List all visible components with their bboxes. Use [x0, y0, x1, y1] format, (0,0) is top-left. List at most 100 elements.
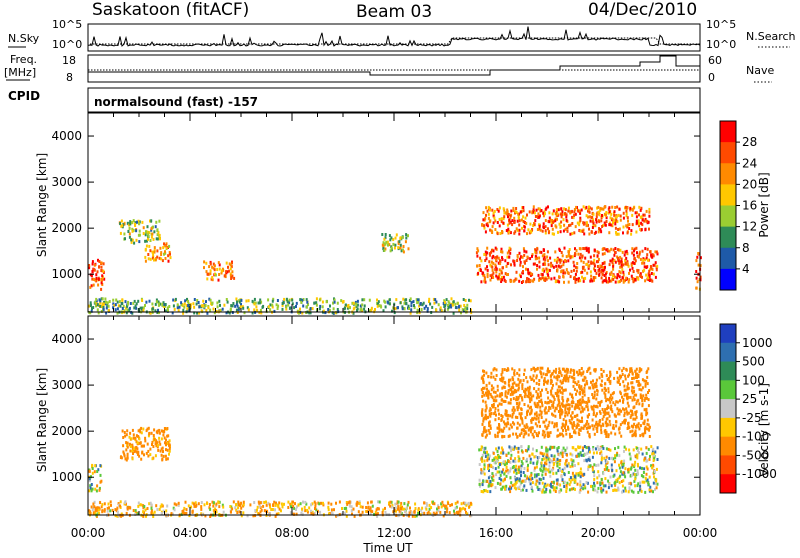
scatter-cell: [579, 471, 582, 474]
scatter-cell: [655, 478, 658, 482]
scatter-cell: [514, 482, 517, 486]
scatter-cell: [524, 449, 527, 453]
scatter-cell: [492, 466, 494, 470]
scatter-cell: [637, 383, 640, 387]
scatter-cell: [506, 421, 509, 425]
scatter-cell: [564, 426, 566, 430]
scatter-cell: [561, 381, 564, 385]
scatter-cell: [513, 445, 516, 449]
scatter-cell: [612, 248, 615, 252]
scatter-cell: [607, 479, 610, 483]
scatter-cell: [131, 229, 134, 233]
scatter-cell: [350, 509, 353, 513]
scatter-cell: [596, 430, 599, 433]
scatter-cell: [535, 249, 538, 253]
scatter-cell: [162, 304, 165, 308]
scatter-cell: [509, 214, 512, 218]
scatter-cell: [592, 212, 595, 216]
scatter-cell: [485, 406, 488, 410]
scatter-cell: [168, 449, 171, 453]
scatter-cell: [90, 309, 93, 313]
scatter-cell: [247, 308, 250, 312]
scatter-cell: [212, 262, 215, 266]
scatter-cell: [494, 219, 497, 223]
scatter-cell: [631, 247, 634, 251]
scatter-cell: [539, 405, 542, 409]
scatter-cell: [168, 452, 170, 456]
scatter-cell: [155, 439, 158, 443]
scatter-cell: [494, 486, 497, 490]
scatter-cell: [605, 455, 608, 459]
scatter-cell: [141, 450, 144, 454]
scatter-cell: [644, 426, 647, 430]
scatter-cell: [542, 454, 545, 458]
scatter-cell: [593, 463, 596, 467]
scatter-cell: [504, 390, 507, 394]
scatter-cell: [614, 456, 617, 460]
scatter-cell: [440, 505, 443, 509]
scatter-cell: [530, 411, 533, 415]
scatter-cell: [546, 448, 549, 452]
scatter-cell: [508, 246, 511, 250]
scatter-cell: [526, 413, 529, 417]
scatter-cell: [585, 459, 588, 463]
scatter-cell: [91, 270, 94, 274]
scatter-cell: [198, 305, 201, 309]
scatter-cell: [89, 273, 92, 277]
scatter-cell: [128, 223, 131, 227]
scatter-cell: [612, 221, 614, 225]
scatter-cell: [639, 424, 642, 428]
scatter-cell: [598, 213, 601, 217]
scatter-cell: [92, 283, 95, 287]
scatter-cell: [588, 264, 591, 268]
scatter-cell: [377, 302, 379, 306]
scatter-cell: [106, 301, 109, 305]
scatter-cell: [568, 375, 571, 379]
scatter-cell: [529, 430, 532, 434]
scatter-cell: [275, 512, 278, 516]
scatter-cell: [577, 445, 580, 449]
scatter-cell: [544, 225, 547, 229]
scatter-cell: [389, 500, 392, 504]
scatter-cell: [626, 385, 629, 389]
scatter-cell: [638, 451, 640, 455]
scatter-cell: [556, 257, 559, 261]
scatter-cell: [499, 473, 502, 477]
scatter-cell: [477, 271, 480, 275]
scatter-cell: [524, 426, 527, 430]
scatter-cell: [589, 215, 591, 219]
scatter-cell: [271, 305, 274, 309]
scatter-cell: [494, 467, 497, 471]
scatter-cell: [543, 452, 546, 456]
scatter-cell: [218, 273, 221, 276]
scatter-cell: [137, 501, 140, 505]
scatter-cell: [105, 311, 108, 315]
scatter-cell: [606, 248, 609, 251]
scatter-cell: [367, 506, 370, 510]
scatter-cell: [559, 265, 562, 269]
scatter-cell: [138, 240, 141, 244]
scatter-cell: [563, 246, 566, 250]
scatter-cell: [544, 212, 546, 216]
scatter-cell: [699, 275, 702, 279]
scatter-cell: [615, 400, 618, 404]
scatter-cell: [581, 378, 584, 382]
scatter-cell: [652, 490, 654, 494]
scatter-cell: [334, 311, 337, 315]
scatter-cell: [568, 406, 571, 410]
scatter-cell: [578, 428, 581, 432]
scatter-cell: [538, 399, 541, 403]
scatter-cell: [591, 455, 594, 459]
scatter-cell: [423, 511, 426, 515]
scatter-cell: [602, 472, 605, 476]
scatter-cell: [521, 398, 524, 402]
scatter-cell: [528, 406, 531, 410]
scatter-cell: [587, 457, 590, 461]
scatter-cell: [542, 476, 545, 480]
scatter-cell: [538, 278, 541, 282]
scatter-cell: [489, 480, 492, 483]
scatter-cell: [593, 474, 596, 478]
scatter-cell: [597, 486, 600, 490]
scatter-cell: [526, 449, 529, 453]
scatter-cell: [538, 215, 541, 219]
